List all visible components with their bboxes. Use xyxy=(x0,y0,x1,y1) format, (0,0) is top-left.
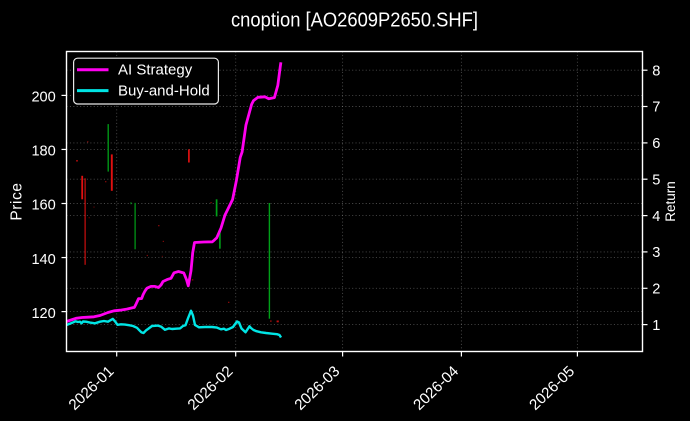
svg-text:180: 180 xyxy=(31,144,55,160)
svg-text:7: 7 xyxy=(652,100,660,116)
svg-text:AI Strategy: AI Strategy xyxy=(118,62,193,79)
svg-text:Return: Return xyxy=(663,181,678,222)
svg-text:200: 200 xyxy=(31,90,55,106)
svg-text:8: 8 xyxy=(652,63,660,79)
svg-text:5: 5 xyxy=(652,172,660,188)
svg-text:Price: Price xyxy=(9,182,26,220)
svg-text:cnoption [AO2609P2650.SHF]: cnoption [AO2609P2650.SHF] xyxy=(231,9,478,31)
svg-text:1: 1 xyxy=(652,318,660,334)
svg-text:160: 160 xyxy=(31,198,55,214)
svg-text:4: 4 xyxy=(652,209,660,225)
svg-text:140: 140 xyxy=(31,252,55,268)
svg-text:Buy-and-Hold: Buy-and-Hold xyxy=(118,83,210,100)
svg-text:120: 120 xyxy=(31,306,55,322)
svg-text:6: 6 xyxy=(652,136,660,152)
svg-text:2: 2 xyxy=(652,282,660,298)
svg-text:3: 3 xyxy=(652,245,660,261)
